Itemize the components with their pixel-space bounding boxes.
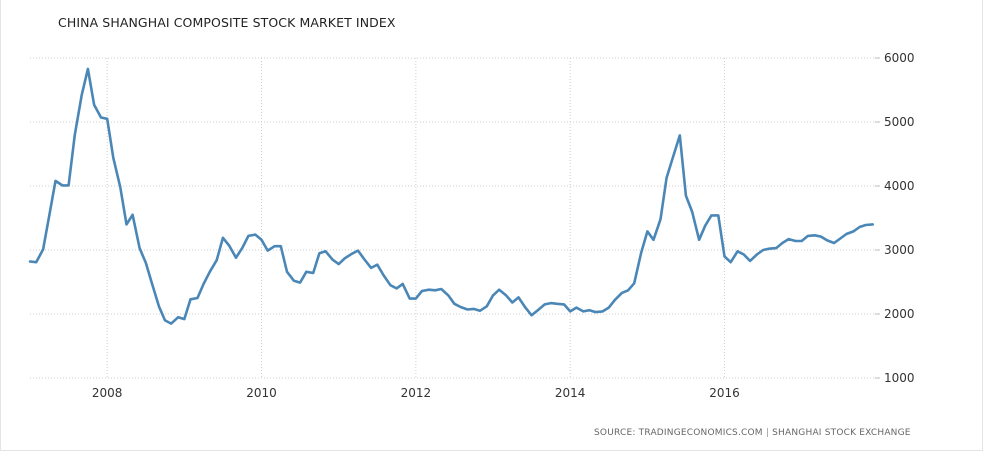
source-note: SOURCE: TRADINGECONOMICS.COM | SHANGHAI … [594, 428, 911, 438]
grid-lines [30, 57, 875, 379]
x-tick-label: 2010 [246, 386, 277, 400]
y-tick-label: 6000 [884, 51, 915, 65]
x-tick-label: 2012 [401, 386, 432, 400]
y-tick-label: 1000 [884, 371, 915, 385]
y-tick-label: 2000 [884, 307, 915, 321]
y-tick-label: 4000 [884, 179, 915, 193]
source-separator: | [765, 428, 770, 438]
source-provider: SHANGHAI STOCK EXCHANGE [772, 428, 911, 438]
series-layer [28, 67, 875, 325]
x-axis-ticks: 2008 2010 2012 2014 2016 [92, 386, 740, 400]
y-axis-ticks: 6000 5000 4000 3000 2000 1000 [875, 51, 915, 385]
y-tick-label: 3000 [884, 243, 915, 257]
x-tick-label: 2008 [92, 386, 123, 400]
x-tick-label: 2014 [555, 386, 586, 400]
source-text: SOURCE: TRADINGECONOMICS.COM [594, 428, 763, 438]
chart-title: CHINA SHANGHAI COMPOSITE STOCK MARKET IN… [58, 15, 396, 30]
x-tick-label: 2016 [709, 386, 740, 400]
y-tick-label: 5000 [884, 115, 915, 129]
series-line [28, 67, 875, 325]
